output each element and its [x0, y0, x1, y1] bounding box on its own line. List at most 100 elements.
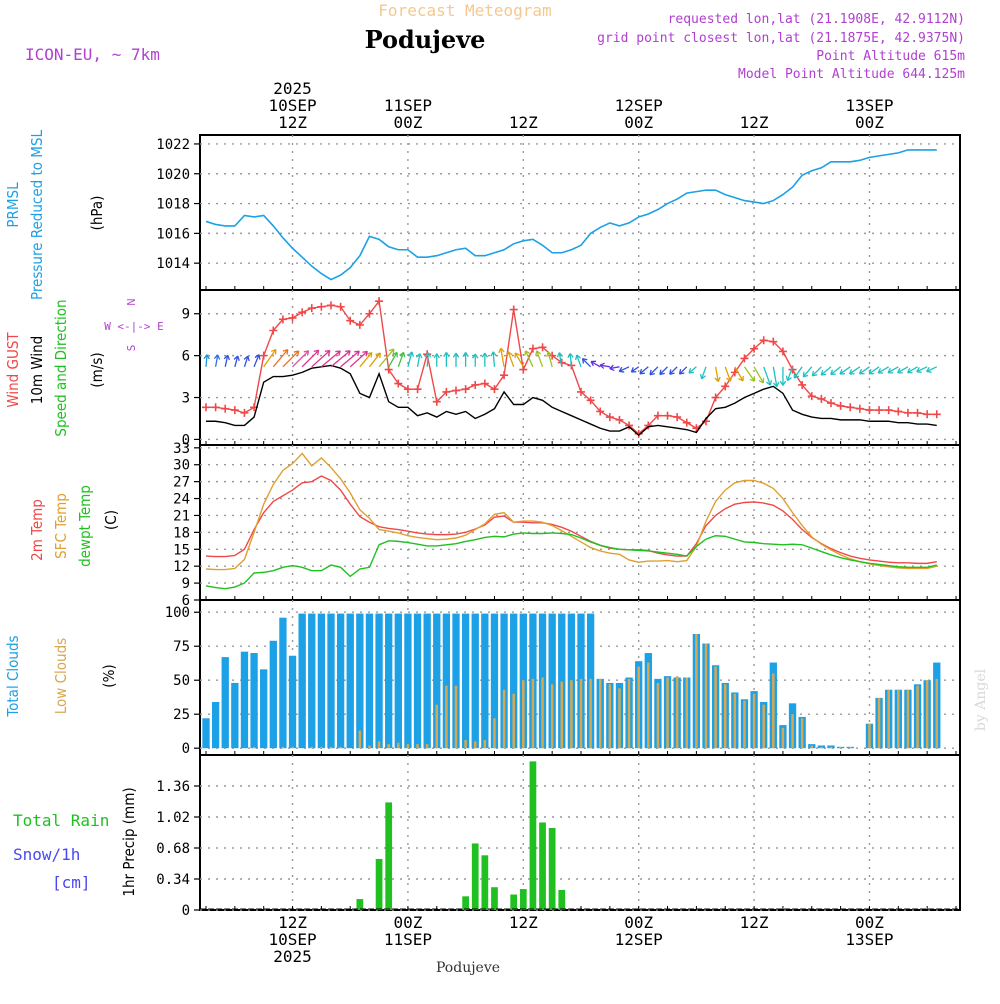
wind-direction-arrow [802, 366, 813, 378]
wind-arrow-head [270, 348, 277, 355]
wind-arrow-head [581, 358, 588, 364]
wind-arrow-head [472, 353, 479, 359]
wind-arrow-head [324, 349, 331, 356]
wind-direction-arrow [205, 354, 208, 367]
low-cloud-bar [772, 673, 775, 749]
plot-panels: 1014101610181020102203696912151821242730… [4, 79, 961, 966]
precip-bar [548, 827, 556, 910]
gust-point [653, 411, 662, 420]
wind-direction-arrow [582, 358, 592, 368]
low-cloud-bar [704, 643, 708, 749]
wind-arrow-head [490, 351, 497, 357]
clouds-ytick-label: 100 [165, 605, 190, 621]
wind-arrow-head [433, 353, 440, 359]
gust-point [336, 302, 345, 311]
wind-direction-arrow [272, 349, 289, 368]
low-cloud-bar [550, 684, 554, 749]
low-cloud-bar [675, 676, 679, 749]
wind-direction-arrow [514, 352, 524, 368]
wind-arrow-head [926, 366, 932, 373]
wind-direction-arrow [311, 350, 331, 368]
low-cloud-bar [656, 682, 660, 749]
wind-arrow-head [366, 351, 373, 358]
wind-arrow-head [877, 368, 884, 374]
wind-direction-arrow [320, 350, 341, 368]
low-cloud-bar [416, 744, 419, 749]
wind-arrow-head [462, 352, 469, 357]
wind-direction-arrow [669, 366, 678, 375]
precip-label: 1hr Precip (mm) [120, 787, 138, 896]
wind-arrow-head [590, 360, 597, 367]
wind-direction-arrow [793, 366, 803, 379]
low-cloud-bar [435, 704, 439, 749]
low-cloud-bar [752, 693, 756, 749]
tsfc-label: SFC Temp [52, 493, 70, 559]
precip-ytick-label: 0.34 [156, 872, 190, 888]
bottom-time-label: 11SEP [384, 930, 432, 949]
wind-direction-arrow [859, 366, 870, 375]
precip-bar [558, 889, 566, 910]
low-cloud-bar [820, 746, 823, 749]
low-cloud-bar [493, 718, 496, 749]
wind-direction-arrow [292, 350, 310, 368]
wind-arrow-head [575, 354, 582, 361]
pressure-ytick-label: 1016 [156, 226, 190, 242]
wind-arrow-head [498, 347, 505, 354]
location-title: Podujeve [365, 25, 486, 54]
wind-direction-arrow [743, 366, 756, 382]
pressure-label: Pressure Reduced to MSL [28, 129, 46, 300]
wind-arrow-head [779, 380, 787, 386]
gust-point [288, 313, 297, 322]
low-cloud-bar [608, 684, 612, 749]
low-cloud-bar [666, 677, 669, 749]
wind-arrow-head [546, 351, 553, 357]
wind-arrow-head [785, 375, 792, 382]
wind-arrow-head [618, 366, 625, 373]
gust-point [865, 406, 874, 415]
low-cloud-bar [733, 693, 737, 749]
wind-arrow-head [699, 373, 706, 380]
wind-arrow-head [524, 350, 531, 356]
gust-point [605, 413, 614, 422]
low-cloud-bar [310, 746, 314, 749]
dewpt-series [205, 532, 937, 590]
wind-direction-arrow [524, 350, 534, 368]
low-cloud-bar [637, 666, 640, 749]
top-time-label: 11SEP [384, 96, 432, 115]
wind-arrow-head [906, 367, 913, 374]
wind-direction-arrow [492, 351, 496, 367]
wind-direction-arrow [609, 366, 620, 370]
top-time-label: 12SEP [615, 96, 663, 115]
low-cloud-bar [781, 727, 785, 749]
top-time-label: 12Z [509, 113, 538, 132]
wind-direction-arrow [340, 350, 360, 368]
gust-point [278, 315, 287, 324]
wind-arrow-head [630, 367, 637, 373]
low-clouds-label: Low Clouds [52, 638, 70, 714]
low-cloud-bar [425, 744, 429, 749]
gust-point [759, 336, 768, 345]
temperature-ytick-label: 12 [173, 559, 190, 575]
low-cloud-bar [598, 678, 602, 749]
low-cloud-bar [723, 684, 727, 749]
wind-arrow-head [213, 354, 221, 360]
low-cloud-bar [925, 680, 929, 749]
requested-coords: requested lon,lat (21.1908E, 42.9112N) [668, 12, 965, 27]
wind-arrow-head [758, 377, 765, 384]
temperature-ytick-label: 30 [173, 458, 190, 474]
low-cloud-bar [579, 678, 583, 749]
clouds-unit: (%) [100, 664, 118, 687]
wind-arrow-head [802, 371, 809, 378]
wind-direction-arrow [659, 366, 668, 375]
wind-direction-arrow [772, 366, 778, 387]
wind-arrow-head [506, 351, 513, 357]
rain-legend: Total Rain [13, 811, 109, 830]
total-clouds-label: Total Clouds [4, 635, 22, 717]
wind-arrow-head [407, 351, 415, 357]
gust-point [663, 411, 672, 420]
temperature-ytick-label: 6 [182, 593, 190, 609]
wind-arrow-head [233, 355, 240, 361]
precip-bar [519, 889, 527, 910]
low-cloud-bar [387, 744, 390, 749]
